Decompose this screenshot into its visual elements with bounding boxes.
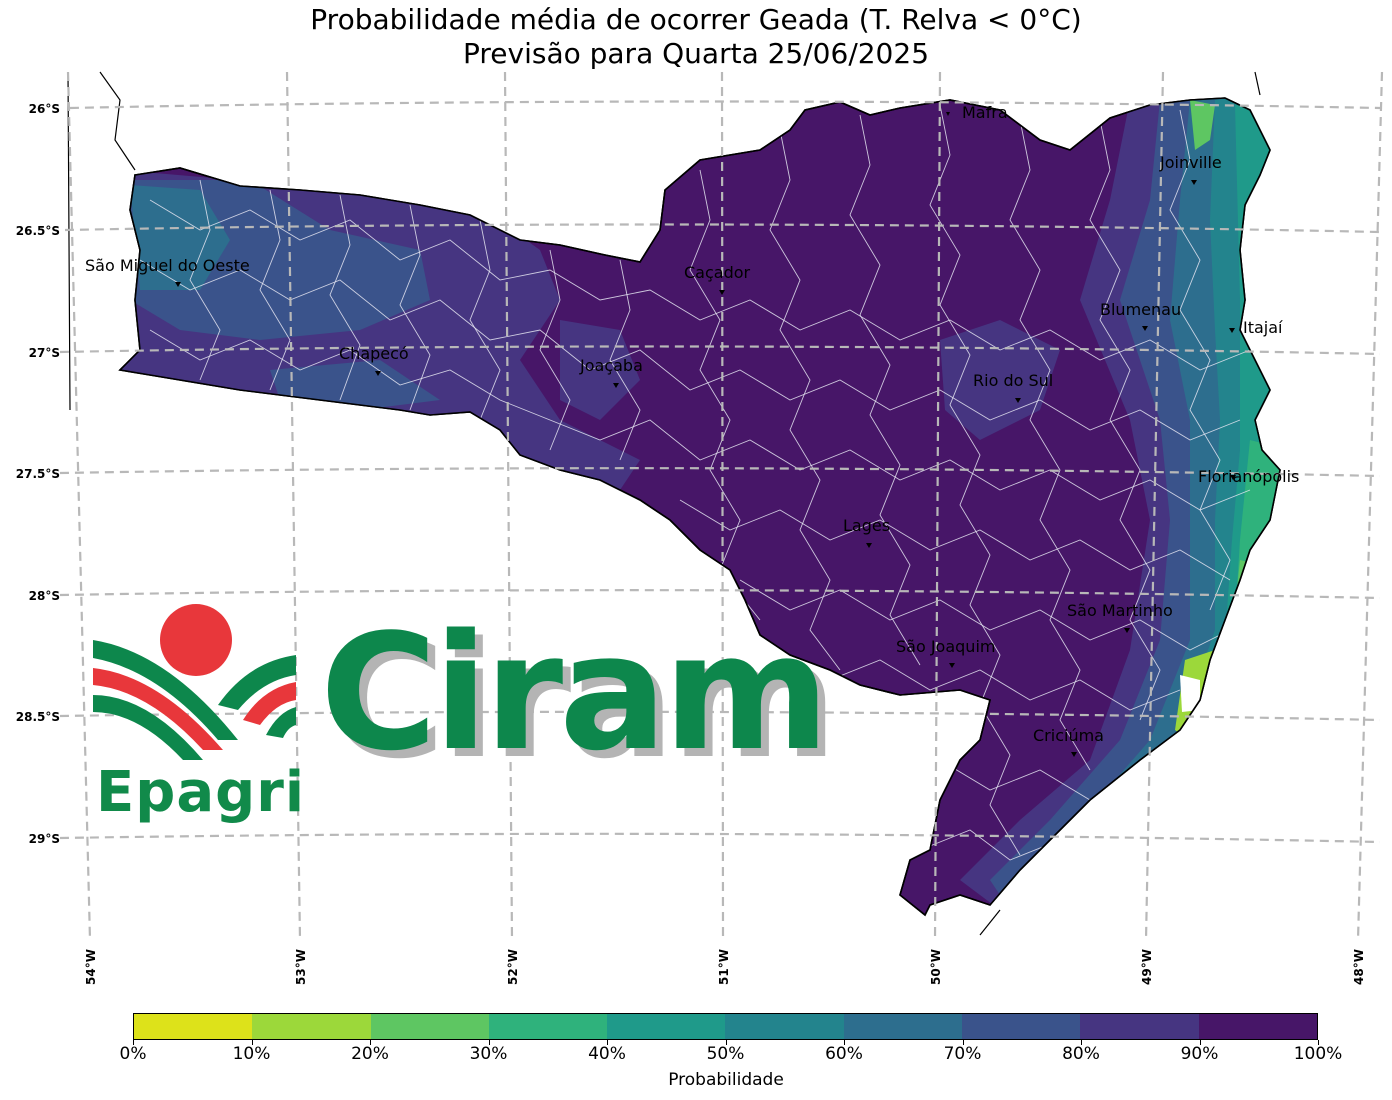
colorbar-tick-label: 0% bbox=[119, 1044, 147, 1064]
epagri-emblem-icon bbox=[93, 604, 296, 760]
city-label: Mafra bbox=[962, 103, 1008, 122]
colorbar-segment bbox=[843, 1014, 963, 1039]
lon-label: 53°W bbox=[294, 949, 308, 985]
colorbar-tick-label: 60% bbox=[825, 1044, 863, 1064]
lat-label: 27°S bbox=[29, 346, 60, 360]
city-marker: Caçador bbox=[684, 263, 751, 295]
colorbar-segment bbox=[370, 1014, 489, 1039]
colorbar-tick-mark bbox=[1199, 1040, 1201, 1045]
map-title: Probabilidade média de ocorrer Geada (T.… bbox=[310, 3, 1082, 36]
colorbar-tick-mark bbox=[488, 1040, 490, 1045]
lat-label: 26°S bbox=[29, 102, 60, 116]
colorbar-tick-label: 30% bbox=[469, 1044, 508, 1064]
lat-label: 29°S bbox=[29, 832, 60, 846]
colorbar-tick-mark bbox=[1318, 1040, 1319, 1045]
city-marker: Blumenau bbox=[1100, 300, 1181, 331]
lat-label: 26.5°S bbox=[16, 224, 60, 238]
map-canvas: 26°S 26.5°S 27°S 27.5°S 28°S 28.5°S 29°S… bbox=[16, 71, 1384, 985]
colorbar-tick-mark bbox=[844, 1040, 845, 1045]
city-marker: São Miguel do Oeste bbox=[85, 256, 250, 287]
colorbar-tick-label: 20% bbox=[351, 1044, 389, 1064]
colorbar-tick-mark bbox=[1081, 1040, 1082, 1045]
city-marker: Joaçaba bbox=[579, 356, 643, 388]
city-marker: São Joaquim bbox=[896, 637, 995, 668]
lat-label: 28°S bbox=[29, 589, 60, 603]
colorbar bbox=[133, 1013, 1318, 1040]
colorbar-segment bbox=[725, 1014, 844, 1039]
city-label: Criciúma bbox=[1033, 726, 1104, 745]
city-label: Florianópolis bbox=[1198, 467, 1299, 486]
colorbar-tick-label: 100% bbox=[1293, 1044, 1343, 1064]
lon-label: 54°W bbox=[84, 949, 98, 985]
lon-label: 49°W bbox=[1140, 949, 1154, 985]
colorbar-segment bbox=[962, 1014, 1081, 1039]
city-marker: São Martinho bbox=[1067, 601, 1173, 633]
border-line bbox=[67, 71, 136, 411]
colorbar-segment bbox=[134, 1014, 253, 1039]
city-label: São Joaquim bbox=[896, 637, 995, 656]
city-label: São Miguel do Oeste bbox=[85, 256, 250, 275]
colorbar-tick-mark bbox=[251, 1040, 253, 1045]
colorbar-tick-label: 10% bbox=[232, 1044, 271, 1064]
city-label: Blumenau bbox=[1100, 300, 1181, 319]
epagri-wordmark: Epagri bbox=[96, 760, 306, 825]
municipal-boundaries bbox=[139, 104, 1251, 861]
map-subtitle: Previsão para Quarta 25/06/2025 bbox=[462, 37, 930, 70]
city-marker: Rio do Sul bbox=[973, 371, 1053, 403]
city-marker: Joinville bbox=[1159, 153, 1222, 185]
city-label: Lages bbox=[843, 516, 890, 535]
latitude-labels: 26°S 26.5°S 27°S 27.5°S 28°S 28.5°S 29°S bbox=[16, 102, 60, 846]
city-markers: Mafra Joinville São Miguel do Oeste Caça… bbox=[85, 103, 1299, 757]
city-label: São Martinho bbox=[1067, 601, 1173, 620]
city-label: Rio do Sul bbox=[973, 371, 1053, 390]
city-marker: Lages bbox=[843, 516, 890, 548]
colorbar-tick-mark bbox=[133, 1040, 134, 1045]
colorbar-segment bbox=[607, 1014, 726, 1039]
ciram-wordmark: Ciram bbox=[320, 599, 830, 786]
city-label: Chapecó bbox=[339, 344, 409, 363]
lon-label: 48°W bbox=[1352, 949, 1366, 985]
lon-label: 50°W bbox=[929, 949, 943, 985]
colorbar-tick-mark bbox=[962, 1040, 964, 1045]
city-marker: Criciúma bbox=[1033, 726, 1104, 757]
colorbar-tick-label: 40% bbox=[588, 1044, 626, 1064]
colorbar-tick-label: 70% bbox=[943, 1044, 982, 1064]
colorbar-tick-mark bbox=[370, 1040, 371, 1045]
city-label: Joaçaba bbox=[579, 356, 643, 375]
city-marker: Mafra bbox=[946, 103, 1008, 122]
lat-label: 27.5°S bbox=[16, 467, 60, 481]
colorbar-segment bbox=[488, 1014, 608, 1039]
longitude-labels: 54°W 53°W 52°W 51°W 50°W 49°W 48°W bbox=[84, 949, 1366, 985]
city-label: Itajaí bbox=[1243, 318, 1283, 337]
lat-label: 28.5°S bbox=[16, 710, 60, 724]
city-marker: Chapecó bbox=[339, 344, 409, 376]
colorbar-segment bbox=[1080, 1014, 1199, 1039]
city-label: Joinville bbox=[1159, 153, 1222, 172]
city-label: Caçador bbox=[684, 263, 751, 282]
colorbar-tick-label: 90% bbox=[1180, 1044, 1219, 1064]
colorbar-segment bbox=[1198, 1014, 1317, 1039]
epagri-ciram-logo: Epagri Ciram bbox=[88, 600, 830, 835]
colorbar-tick-mark bbox=[725, 1040, 727, 1045]
colorbar-segment bbox=[252, 1014, 371, 1039]
lon-label: 52°W bbox=[506, 949, 520, 985]
city-marker: Itajaí bbox=[1229, 318, 1283, 337]
colorbar-tick-label: 80% bbox=[1062, 1044, 1100, 1064]
graticule bbox=[59, 71, 1384, 941]
city-marker: Florianópolis bbox=[1198, 467, 1299, 486]
colorbar-label: Probabilidade bbox=[668, 1070, 784, 1090]
colorbar-tick-mark bbox=[607, 1040, 608, 1045]
colorbar-tick-label: 50% bbox=[706, 1044, 745, 1064]
lon-label: 51°W bbox=[717, 949, 731, 985]
